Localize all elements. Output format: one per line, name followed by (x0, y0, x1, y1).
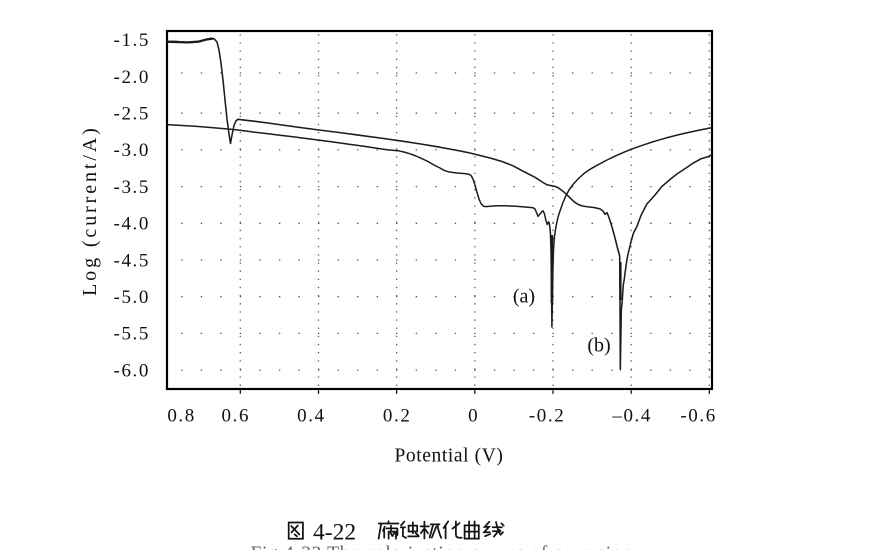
svg-text:-4.0: -4.0 (114, 214, 150, 235)
svg-text:0.4: 0.4 (297, 406, 326, 427)
svg-text:-2.0: -2.0 (114, 67, 150, 88)
svg-text:-3.0: -3.0 (114, 140, 150, 161)
svg-text:-0.2: -0.2 (529, 406, 565, 427)
svg-text:0.8: 0.8 (167, 406, 196, 427)
svg-text:0.2: 0.2 (383, 406, 412, 427)
svg-text:-2.5: -2.5 (114, 104, 150, 125)
svg-text:(b): (b) (587, 335, 610, 357)
svg-text:-5.0: -5.0 (114, 287, 150, 308)
svg-text:Fig.4-22 The polarization curv: Fig.4-22 The polarization curves of corr… (251, 544, 633, 550)
svg-text:–0.4: –0.4 (611, 406, 652, 427)
svg-text:-5.5: -5.5 (114, 324, 150, 345)
svg-text:4-22: 4-22 (313, 520, 356, 546)
svg-text:Log (current/A): Log (current/A) (79, 125, 101, 296)
svg-text:-0.6: -0.6 (680, 406, 716, 427)
svg-text:0: 0 (468, 406, 479, 427)
svg-text:(a): (a) (513, 286, 535, 308)
svg-text:-3.5: -3.5 (114, 177, 150, 198)
svg-text:0.6: 0.6 (222, 406, 251, 427)
svg-text:-1.5: -1.5 (114, 30, 150, 51)
svg-text:Potential (V): Potential (V) (394, 446, 503, 467)
svg-text:-4.5: -4.5 (114, 250, 150, 271)
svg-text:-6.0: -6.0 (114, 360, 150, 381)
